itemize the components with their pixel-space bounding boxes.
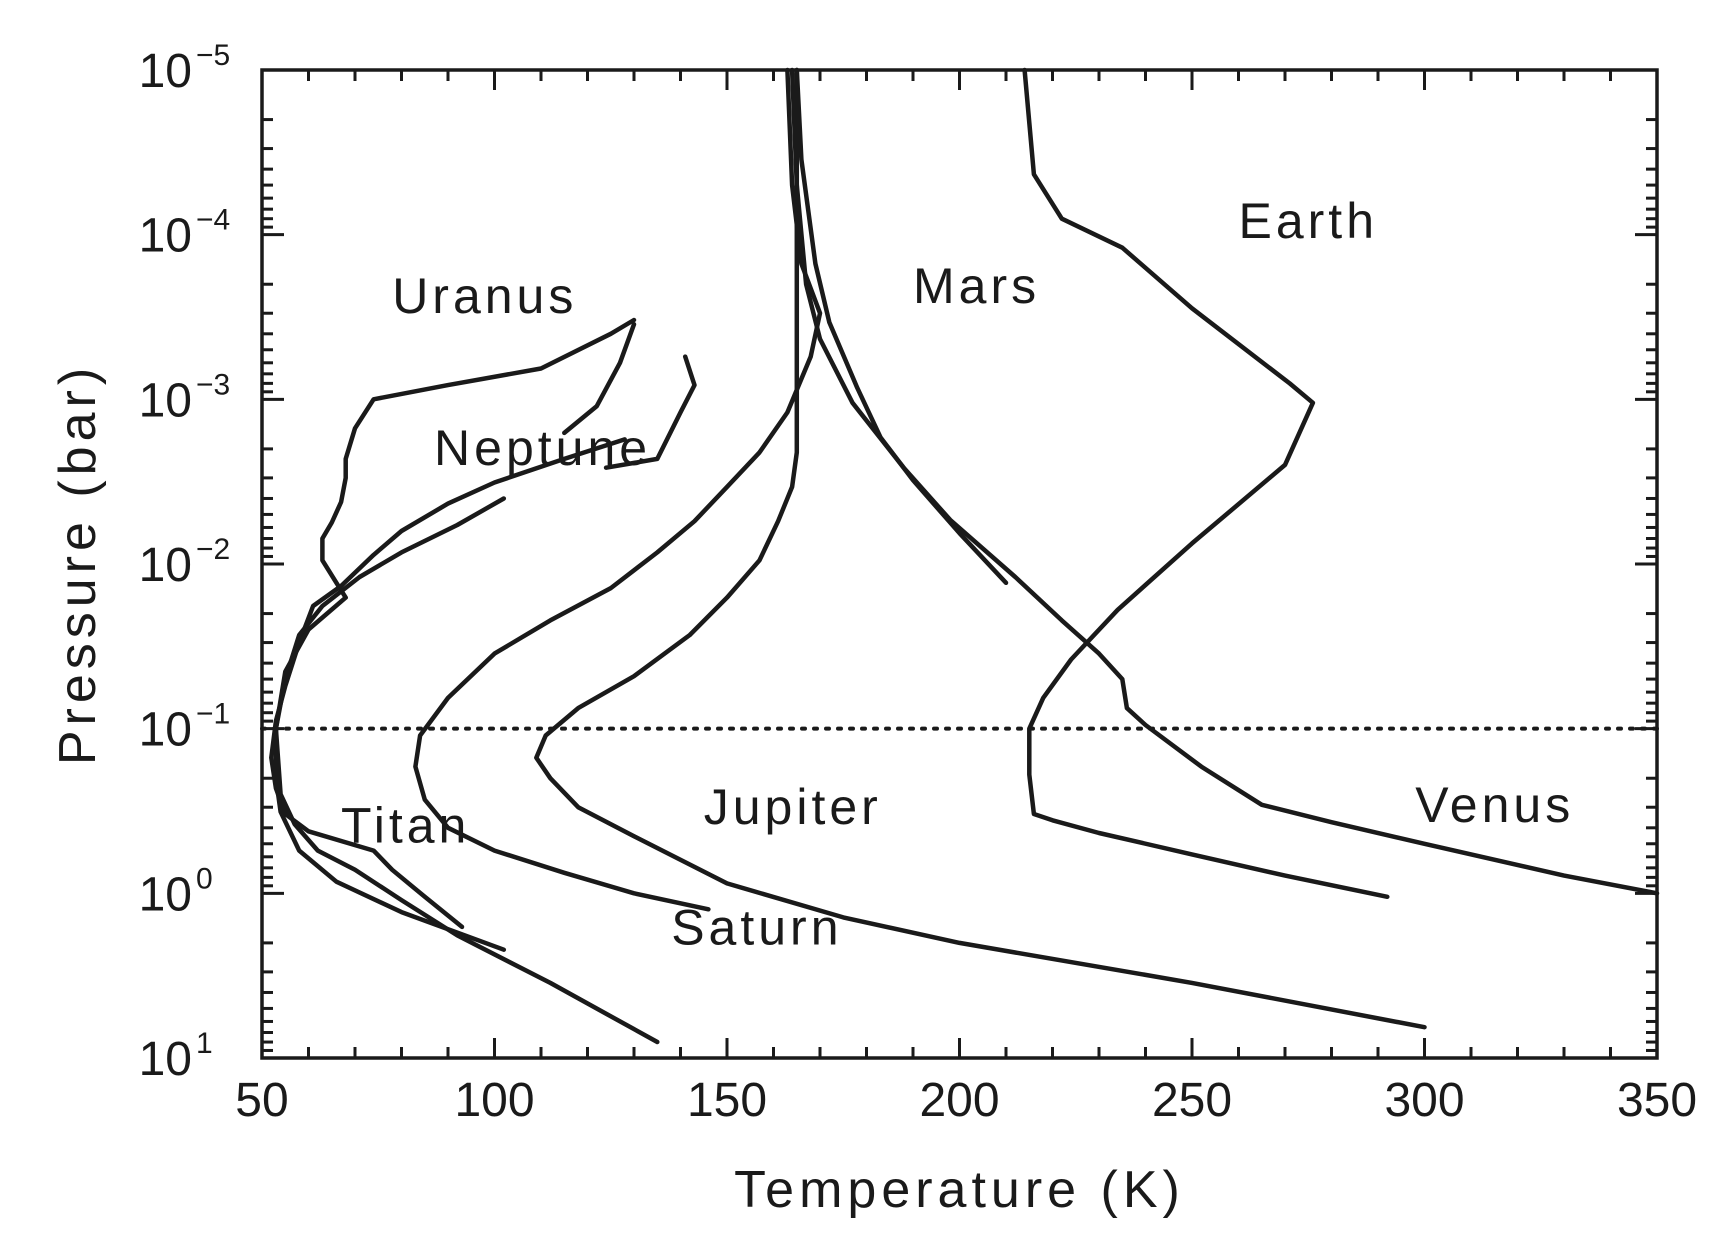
x-tick-label: 50 bbox=[235, 1074, 288, 1127]
series-labels: Venus Earth Mars Jupiter Saturn Titan Neptune U… bbox=[341, 193, 1574, 956]
y-tick-label: 10 bbox=[139, 539, 192, 592]
y-tick-exponent: 0 bbox=[196, 862, 213, 895]
y-tick-exponent: 1 bbox=[196, 1027, 213, 1060]
x-axis-title: Temperature (K) bbox=[734, 1161, 1185, 1219]
y-tick-label: 10 bbox=[139, 374, 192, 427]
y-tick-exponent: −1 bbox=[196, 698, 230, 731]
series-line-saturn bbox=[413, 67, 823, 912]
series-line-neptune bbox=[273, 496, 660, 1045]
series-label-uranus: Uranus bbox=[392, 268, 577, 324]
y-tick-label: 10 bbox=[139, 210, 192, 263]
axis-ticks bbox=[260, 68, 1659, 1060]
y-tick-label: 10 bbox=[139, 868, 192, 921]
series-label-mars: Mars bbox=[913, 258, 1040, 314]
y-tick-exponent: −3 bbox=[196, 368, 230, 401]
x-tick-labels: 50 100 150 200 250 300 350 bbox=[235, 1074, 1697, 1127]
series-line-uranus bbox=[273, 317, 637, 952]
series-label-earth: Earth bbox=[1239, 193, 1379, 249]
series-line-jupiter bbox=[534, 67, 1427, 1030]
y-tick-exponent: −2 bbox=[196, 533, 230, 566]
series-label-titan: Titan bbox=[341, 797, 470, 853]
series-line-segment-9 bbox=[603, 354, 697, 470]
series-line-venus bbox=[789, 67, 1660, 896]
series-curves bbox=[269, 67, 1660, 1045]
plot-frame bbox=[260, 68, 1659, 1060]
x-tick-label: 250 bbox=[1152, 1074, 1232, 1127]
y-axis-title: Pressure (bar) bbox=[49, 363, 107, 765]
x-tick-label: 150 bbox=[687, 1074, 767, 1127]
x-tick-label: 350 bbox=[1617, 1074, 1697, 1127]
series-label-jupiter: Jupiter bbox=[704, 779, 882, 835]
series-line-segment-8 bbox=[562, 322, 637, 436]
x-tick-label: 300 bbox=[1384, 1074, 1464, 1127]
y-tick-label: 10 bbox=[139, 704, 192, 757]
y-tick-label: 10 bbox=[139, 1033, 192, 1086]
series-line-mars bbox=[794, 67, 1009, 586]
x-tick-label: 200 bbox=[919, 1074, 999, 1127]
series-label-saturn: Saturn bbox=[671, 900, 842, 956]
series-label-venus: Venus bbox=[1415, 777, 1574, 833]
series-label-neptune: Neptune bbox=[434, 420, 651, 476]
y-tick-label: 10 bbox=[139, 45, 192, 98]
x-tick-label: 100 bbox=[454, 1074, 534, 1127]
y-tick-exponent: −5 bbox=[196, 39, 230, 72]
y-tick-exponent: −4 bbox=[196, 204, 230, 237]
series-line-earth bbox=[1022, 67, 1390, 900]
